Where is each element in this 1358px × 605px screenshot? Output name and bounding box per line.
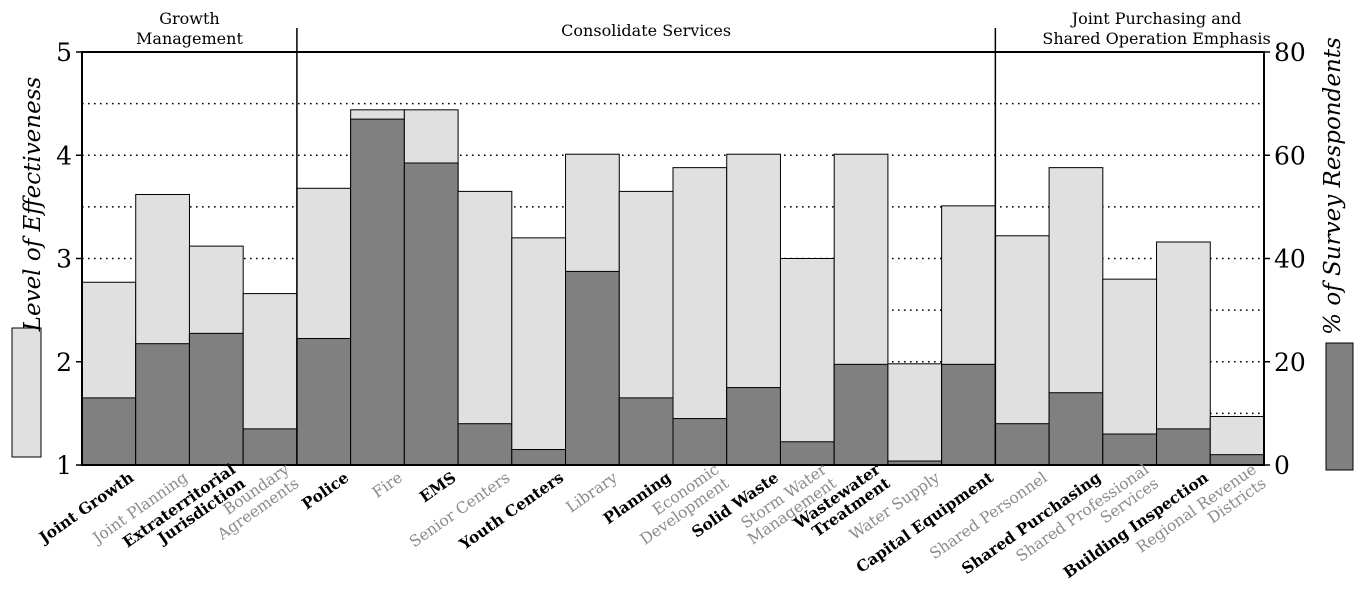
bar-dark [1102,433,1158,466]
tick-label-right: 20 [1274,348,1306,377]
legend [11,327,1354,471]
tick-label-left: 4 [56,141,72,170]
tick-label-right: 40 [1274,245,1306,274]
x-tick-label-line: Fire [369,468,406,501]
bar-dark [81,397,137,466]
tick-label-right: 0 [1274,451,1290,480]
bar-dark [296,338,352,466]
tick-label-left: 5 [56,38,72,67]
bar-dark [726,387,781,466]
x-tick-label: EMS [416,468,460,507]
bar-dark [672,418,728,466]
x-tick-label: Fire [369,468,406,501]
x-tick-label-line: EMS [416,468,460,507]
bar-dark [403,162,459,466]
bar-dark [1209,454,1265,466]
legend-swatch-light [11,327,42,458]
group-header-label: Shared Operation Emphasis [1042,29,1270,48]
tick-label-right: 60 [1274,141,1306,170]
bar-dark [1048,392,1104,466]
bar-light [779,258,835,466]
bar-dark [511,449,567,466]
bar-dark [457,423,513,466]
tick-label-left: 3 [56,245,72,274]
bar-light [511,237,567,466]
bar-dark [242,428,298,466]
bar-dark [618,397,674,466]
bar-dark [941,363,996,466]
bar-dark [1156,428,1211,466]
group-header-label: Consolidate Services [561,21,731,40]
group-header-label: Management [136,29,243,48]
tick-label-left: 2 [56,348,72,377]
legend-swatch-dark [1325,342,1354,471]
bar-light [887,363,943,466]
axis-ticks: 1 2 3 4 5 0 20 40 60 80 [56,38,1306,480]
x-tick-label-line: Police [298,468,352,514]
y-right-axis-label: % of Survey Respondents [1320,37,1346,335]
group-header-label: Joint Purchasing and [1070,9,1242,28]
bar-dark [188,332,244,466]
tick-label-right: 80 [1274,38,1306,67]
y-left-axis-label: Level of Effectiveness [20,76,46,332]
bar-dark [833,363,889,466]
bar-dark [779,441,835,466]
bar-light [1156,241,1211,466]
x-tick-label: Police [298,468,352,514]
bar-dark [994,423,1050,466]
bars [81,109,1265,466]
bar-light [672,167,728,466]
bar-dark [135,343,190,466]
group-header-label: Growth [159,9,220,28]
bar-dark [350,118,405,466]
bar-dark [565,270,620,466]
tick-label-left: 1 [56,451,72,480]
